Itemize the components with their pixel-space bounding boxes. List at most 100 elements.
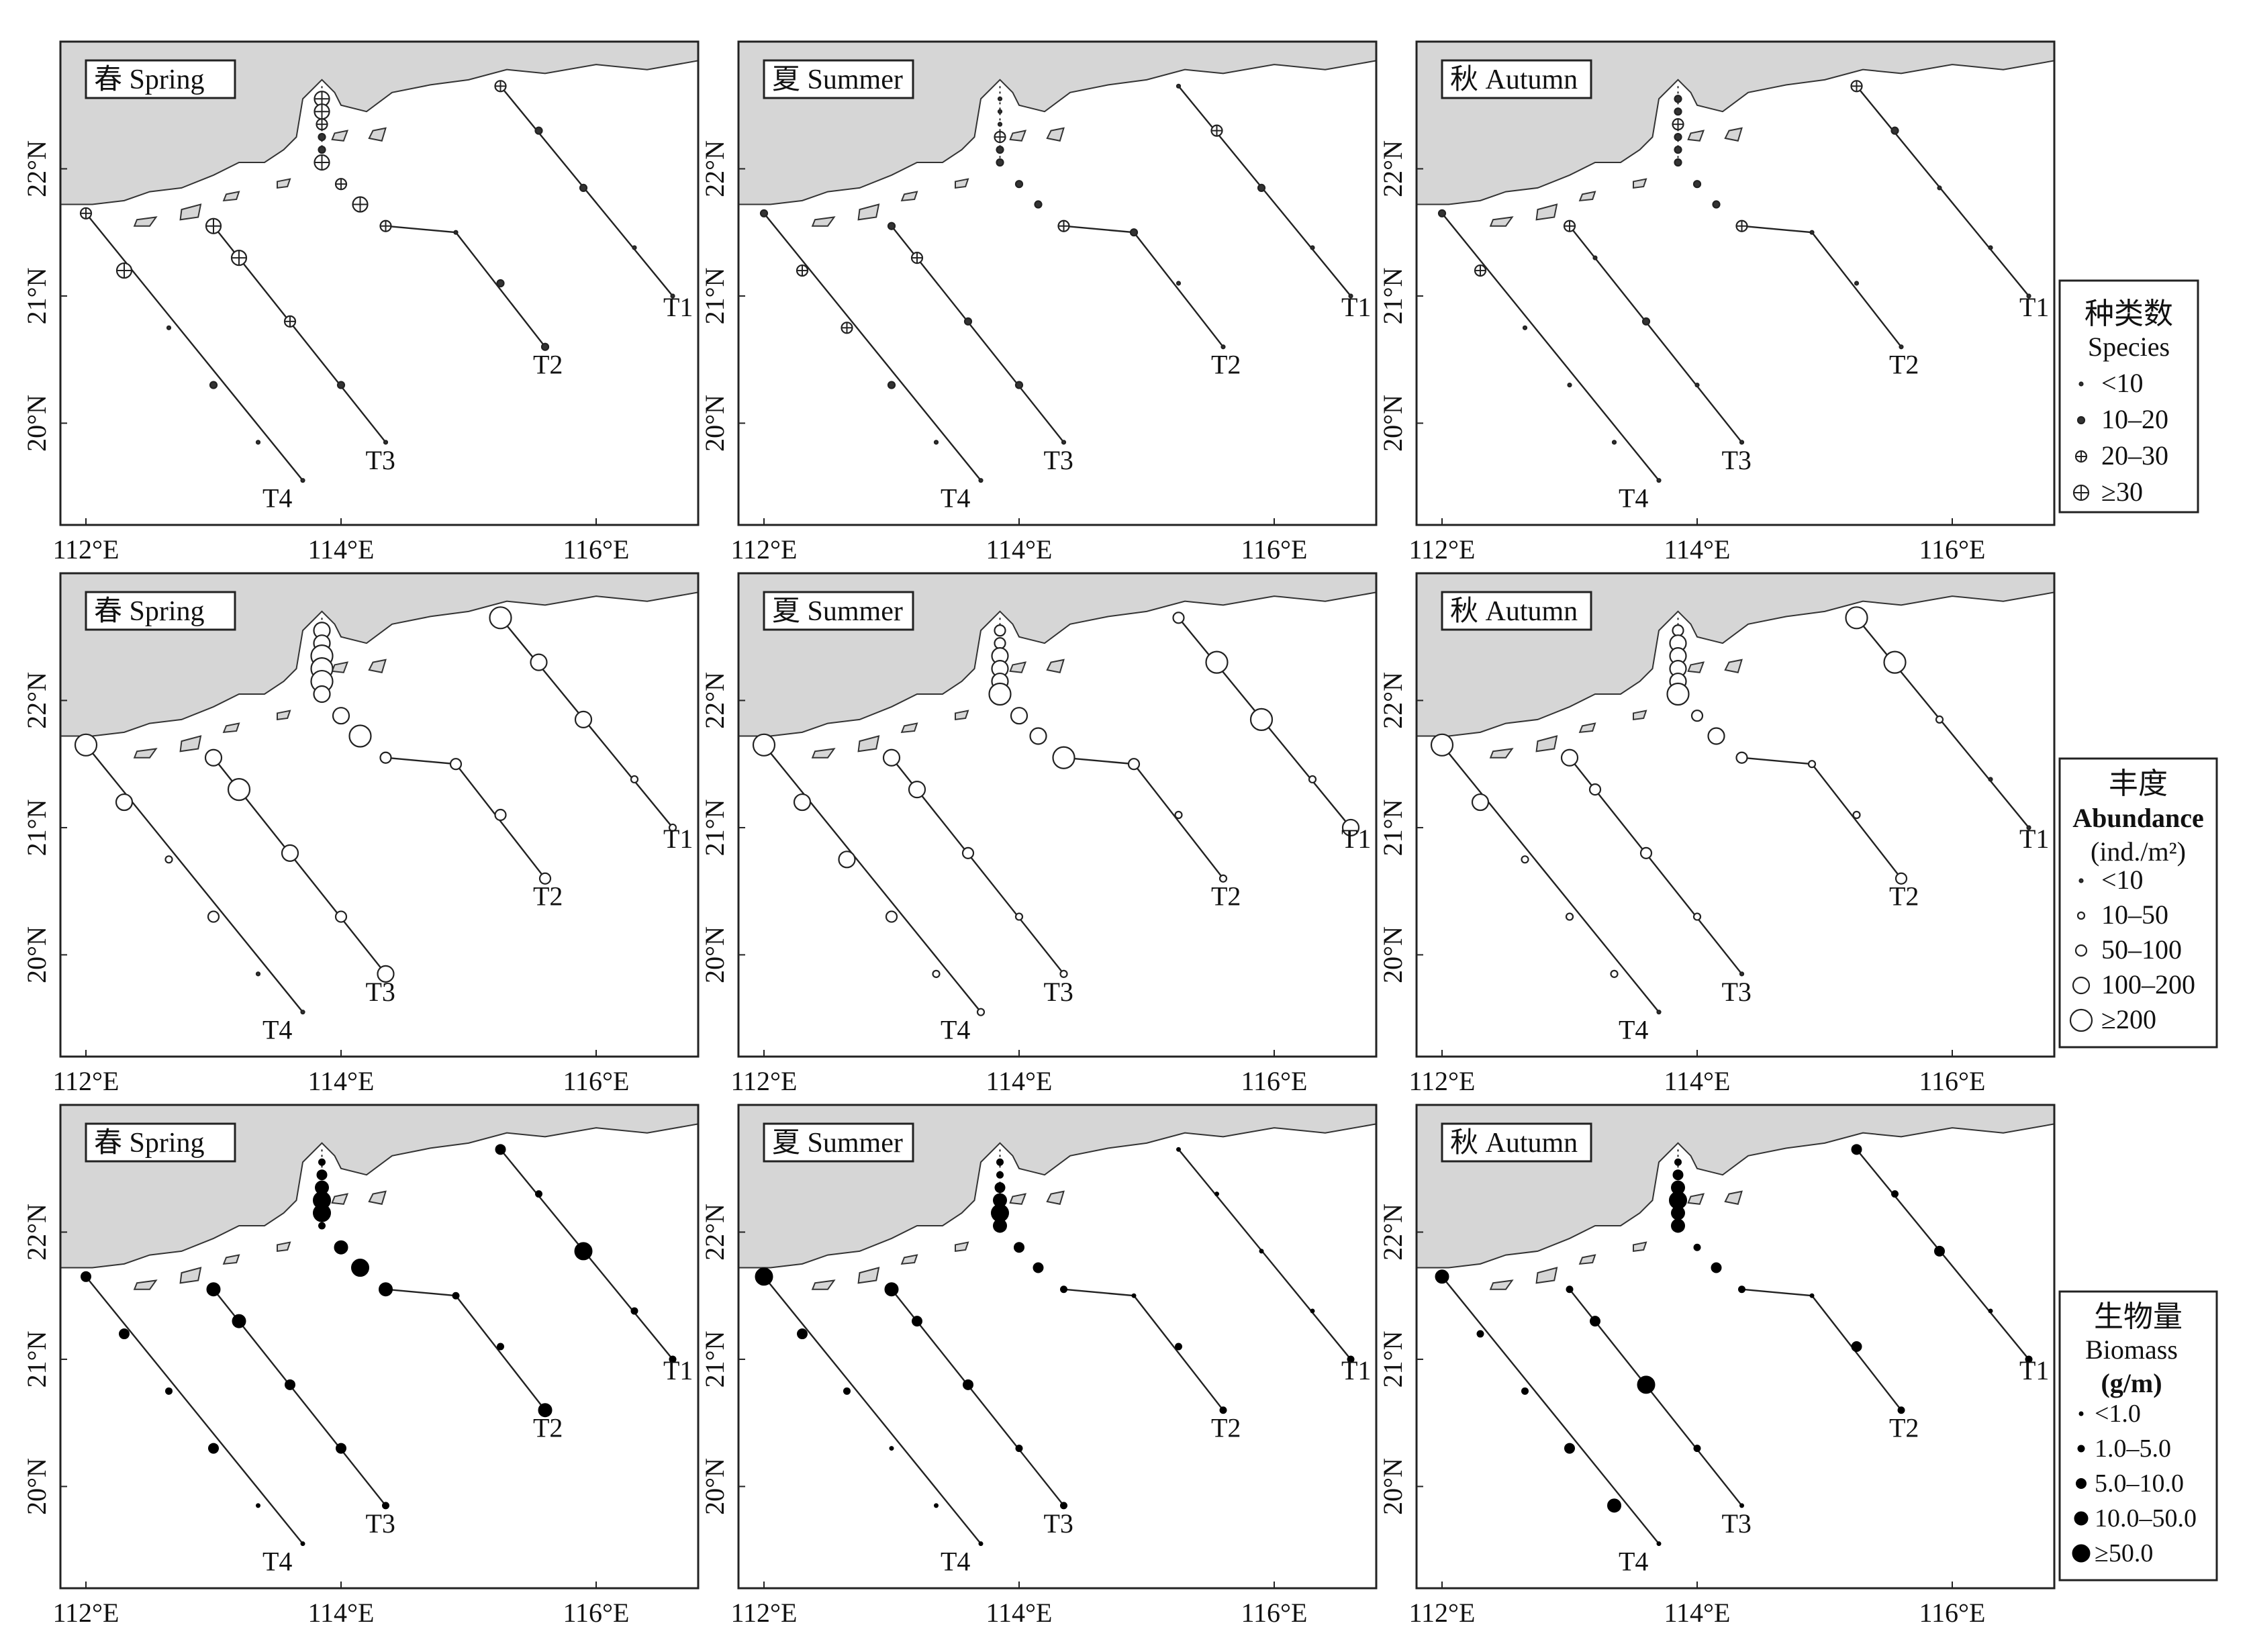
x-tick-label: 114°E — [1664, 534, 1731, 565]
station-marker-T3 — [963, 1379, 973, 1390]
season-label-box — [763, 59, 914, 99]
y-tick-label: 21°N — [700, 1331, 730, 1388]
station-marker-T4 — [1437, 209, 1447, 217]
station-marker-T2 — [1712, 200, 1721, 209]
station-marker-T1 — [669, 1355, 677, 1363]
station-marker-T2 — [332, 707, 350, 725]
transect-label-T2: T2 — [1211, 350, 1241, 380]
station-marker-T3 — [336, 381, 346, 389]
map-panel-biomass-0: T1 T2 T3 T4 春 Spring 112°E 114°E 116°E 22°N 21°N 2… — [21, 1104, 700, 1628]
season-label: 秋 Autumn — [1441, 1122, 1592, 1163]
legend-marker-abundance-2 — [2076, 911, 2086, 920]
station-marker-T2 — [1852, 810, 1861, 820]
station-marker-T1 — [1988, 777, 1993, 782]
station-marker-T4 — [255, 971, 261, 977]
transect-label-T2: T2 — [1889, 881, 1919, 912]
station-marker-T1 — [1259, 1249, 1264, 1254]
x-tick-label: 116°E — [1241, 534, 1308, 565]
season-label-text: 春 Spring — [94, 1128, 205, 1159]
season-label-text: 夏 Summer — [772, 596, 903, 627]
station-marker-estuary — [993, 1218, 1007, 1233]
season-label: 春 Spring — [85, 59, 236, 99]
station-marker-T1 — [495, 1144, 506, 1155]
station-marker-T3 — [281, 844, 299, 862]
station-marker-T2 — [351, 1259, 369, 1277]
island — [368, 127, 387, 142]
station-marker-T4 — [115, 793, 134, 812]
transect-line-T1 — [1178, 85, 1351, 297]
legend-abundance-unit: (ind./m²) — [2091, 836, 2186, 867]
station-marker-estuary — [997, 122, 1003, 127]
x-tick-label: 114°E — [308, 1066, 375, 1096]
island — [955, 710, 969, 721]
station-marker-T2 — [1807, 760, 1817, 769]
season-label-box — [85, 59, 236, 99]
transect-label-T4: T4 — [1619, 483, 1648, 514]
station-marker-T4 — [209, 381, 218, 389]
legend-species-class-4: ≥30 — [2101, 477, 2143, 507]
station-marker-T4 — [165, 1387, 173, 1395]
island — [1687, 661, 1705, 673]
legend-species-title-cn: 种类数 — [2085, 297, 2173, 330]
island — [1046, 1190, 1065, 1205]
season-label: 夏 Summer — [763, 59, 914, 99]
legend-biomass-title-en: Biomass — [2085, 1334, 2178, 1365]
station-marker-estuary — [318, 1158, 326, 1166]
station-marker-T2 — [1033, 1262, 1044, 1273]
x-tick-label: 112°E — [53, 1598, 119, 1628]
map-panel-species-1: T1 T2 T3 T4 夏 Summer 112°E 114°E 116°E 22°N 21°N 2… — [700, 40, 1378, 565]
transect-label-T3: T3 — [366, 445, 395, 475]
season-label-text: 春 Spring — [94, 596, 205, 627]
transect-label-T1: T1 — [1341, 292, 1371, 322]
island — [1633, 1241, 1647, 1253]
island — [955, 178, 969, 189]
island — [1535, 1267, 1558, 1284]
transect-label-T4: T4 — [941, 483, 970, 514]
island — [1046, 127, 1065, 142]
transect-label-T2: T2 — [533, 350, 563, 380]
y-tick-label: 20°N — [21, 926, 52, 983]
y-tick-label: 21°N — [700, 799, 730, 857]
legend-marker-biomass-3 — [2076, 1478, 2087, 1489]
station-marker-T2 — [497, 1343, 504, 1351]
island — [1489, 1279, 1514, 1290]
legend-marker-biomass-2 — [2077, 1445, 2085, 1453]
island — [1578, 722, 1596, 734]
station-marker-T4 — [889, 1446, 894, 1451]
station-marker-T4 — [208, 1443, 219, 1454]
station-marker-estuary — [1672, 624, 1684, 637]
season-label: 夏 Summer — [763, 591, 914, 631]
station-marker-T2 — [1052, 746, 1075, 769]
legend-marker-species-2 — [2076, 416, 2086, 425]
station-marker-estuary — [994, 637, 1006, 650]
station-marker-T3 — [1015, 1445, 1023, 1453]
island — [1489, 216, 1514, 227]
legend-species-markers — [2072, 381, 2090, 501]
station-marker-T1 — [1935, 715, 1944, 724]
transect-label-T4: T4 — [941, 1015, 970, 1045]
legend-abundance-class-2: 10–50 — [2101, 900, 2168, 930]
y-tick-label: 22°N — [700, 672, 730, 729]
season-label-text: 秋 Autumn — [1450, 1128, 1578, 1159]
legend-abundance-markers — [2069, 878, 2093, 1032]
station-marker-T4 — [933, 440, 939, 445]
station-marker-T4 — [1521, 855, 1529, 864]
transect-label-T4: T4 — [941, 1547, 970, 1577]
island — [857, 735, 880, 752]
island — [368, 1190, 387, 1205]
season-label: 秋 Autumn — [1441, 59, 1592, 99]
station-marker-T3 — [334, 910, 348, 923]
island — [331, 1193, 349, 1205]
station-marker-T4 — [1522, 325, 1528, 330]
station-marker-T3 — [912, 1316, 922, 1327]
station-marker-T1 — [574, 1242, 593, 1261]
x-tick-label: 114°E — [986, 1598, 1053, 1628]
x-tick-label: 116°E — [1241, 1066, 1308, 1096]
station-marker-T3 — [961, 846, 975, 859]
station-marker-T4 — [1607, 1498, 1621, 1513]
station-marker-T4 — [1610, 969, 1619, 978]
station-marker-T2 — [1809, 1293, 1815, 1298]
station-marker-estuary — [1674, 95, 1682, 103]
legend-biomass-box — [2058, 1290, 2218, 1582]
